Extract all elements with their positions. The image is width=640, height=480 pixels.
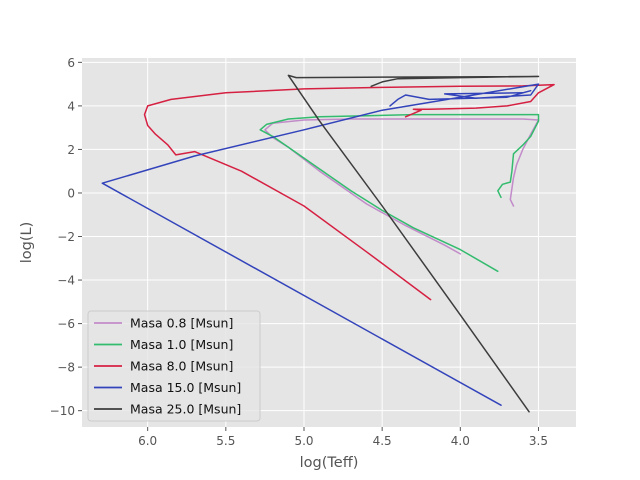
y-tick-label: −2 xyxy=(57,230,75,244)
legend: Masa 0.8 [Msun] Masa 1.0 [Msun] Masa 8.0 [… xyxy=(87,310,261,422)
y-axis-label: log(L) xyxy=(19,222,35,264)
series-line-3 xyxy=(101,83,540,406)
y-tick-label: 6 xyxy=(67,56,75,70)
x-tick-label: 5.5 xyxy=(216,434,235,448)
y-tick-label: 2 xyxy=(67,143,75,157)
y-tick-label: −4 xyxy=(57,274,75,288)
legend-box xyxy=(87,310,261,422)
series-line-1 xyxy=(259,113,540,273)
y-tick-label: −8 xyxy=(57,361,75,375)
legend-entry-label: Masa 25.0 [Msun] xyxy=(130,402,241,417)
y-tick-label: −6 xyxy=(57,317,75,331)
x-axis-label: log(Teff) xyxy=(300,455,359,471)
series-lines xyxy=(101,74,555,413)
legend-entry-label: Masa 15.0 [Msun] xyxy=(130,380,241,395)
y-tick-label: 4 xyxy=(67,99,75,113)
series-line-0 xyxy=(264,118,540,255)
x-tick-label: 4.0 xyxy=(451,434,470,448)
y-tick-label: −10 xyxy=(50,404,75,418)
legend-entry-label: Masa 0.8 [Msun] xyxy=(130,316,233,331)
legend-entry-label: Masa 8.0 [Msun] xyxy=(130,359,233,374)
legend-entry-label: Masa 1.0 [Msun] xyxy=(130,337,233,352)
x-tick-label: 5.0 xyxy=(294,434,313,448)
x-axis-ticks: 6.0 5.5 5.0 4.5 4.0 3.5 xyxy=(138,427,548,448)
y-tick-label: 0 xyxy=(67,186,75,200)
x-tick-label: 4.5 xyxy=(373,434,392,448)
x-tick-label: 3.5 xyxy=(529,434,548,448)
x-tick-label: 6.0 xyxy=(138,434,157,448)
y-axis-ticks: 6 4 2 0 −2 −4 −6 −8 −10 xyxy=(50,56,82,418)
series-line-4 xyxy=(287,74,540,413)
series-line-2 xyxy=(143,83,555,301)
